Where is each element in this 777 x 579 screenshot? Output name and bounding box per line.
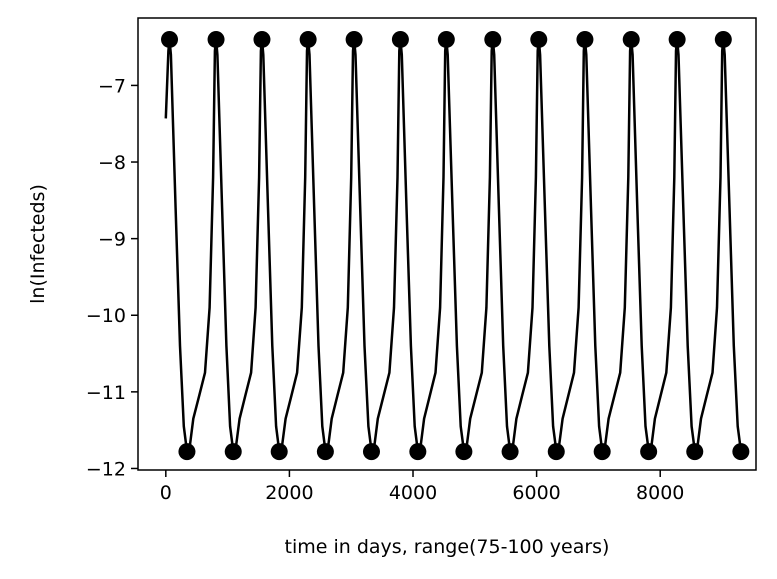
peak-marker [161, 30, 179, 48]
peak-marker [668, 30, 686, 48]
trough-marker [316, 443, 334, 461]
x-tick-label: 6000 [512, 482, 560, 504]
y-tick-label: −10 [86, 305, 126, 327]
trough-marker [362, 443, 380, 461]
y-axis: −12 −11 −10 −9 −8 −7 [86, 75, 138, 480]
peak-marker [299, 30, 317, 48]
peak-marker [207, 30, 225, 48]
peak-marker [714, 30, 732, 48]
trough-marker [270, 443, 288, 461]
plot-frame [137, 17, 757, 471]
y-tick-label: −11 [86, 382, 126, 404]
trough-marker [640, 443, 658, 461]
series-line [164, 38, 743, 453]
x-axis-title: time in days, range(75-100 years) [285, 536, 610, 558]
trough-marker [178, 443, 196, 461]
peak-marker [530, 30, 548, 48]
trough-marker [501, 443, 519, 461]
peak-marker [622, 30, 640, 48]
trough-marker [686, 443, 704, 461]
y-tick-label: −9 [98, 229, 126, 251]
trough-marker [455, 443, 473, 461]
y-axis-title: ln(Infecteds) [27, 184, 49, 304]
y-tick-label: −12 [86, 458, 126, 480]
peak-marker [345, 30, 363, 48]
x-tick-label: 4000 [389, 482, 437, 504]
x-tick-label: 0 [160, 482, 172, 504]
y-tick-label: −7 [98, 75, 126, 97]
trough-marker [547, 443, 565, 461]
trough-marker [224, 443, 242, 461]
trough-marker [409, 443, 427, 461]
trough-marker [732, 443, 750, 461]
peak-marker [437, 30, 455, 48]
plot-area [161, 30, 750, 461]
peak-marker [253, 30, 271, 48]
x-tick-label: 8000 [636, 482, 684, 504]
peak-marker [576, 30, 594, 48]
x-tick-label: 2000 [265, 482, 313, 504]
peak-marker [391, 30, 409, 48]
y-tick-label: −8 [98, 152, 126, 174]
x-axis: 0 2000 4000 6000 8000 [160, 470, 684, 504]
peak-marker [484, 30, 502, 48]
trough-marker [593, 443, 611, 461]
